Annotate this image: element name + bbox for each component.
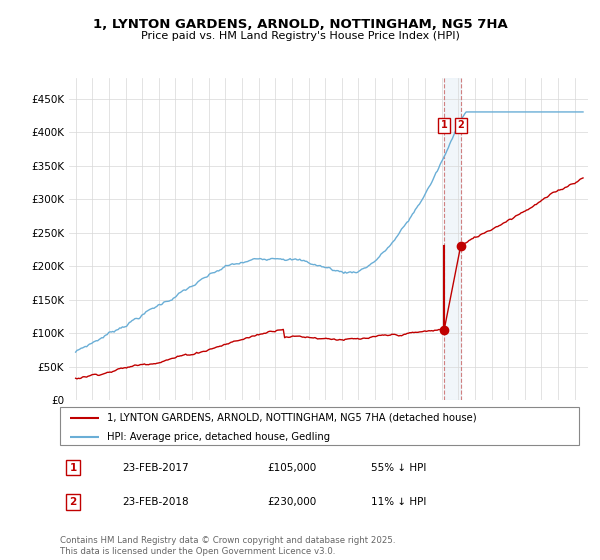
Text: 1: 1 [441,120,448,130]
Bar [444,78,461,400]
Text: 1: 1 [70,463,77,473]
Text: Price paid vs. HM Land Registry's House Price Index (HPI): Price paid vs. HM Land Registry's House … [140,31,460,41]
Text: £105,000: £105,000 [268,463,317,473]
Text: 23-FEB-2017: 23-FEB-2017 [122,463,189,473]
FancyBboxPatch shape [60,407,579,445]
Text: 11% ↓ HPI: 11% ↓ HPI [371,497,427,507]
Text: 55% ↓ HPI: 55% ↓ HPI [371,463,427,473]
Text: Contains HM Land Registry data © Crown copyright and database right 2025.
This d: Contains HM Land Registry data © Crown c… [60,536,395,556]
Text: 2: 2 [70,497,77,507]
Text: 23-FEB-2018: 23-FEB-2018 [122,497,189,507]
Text: 2: 2 [457,120,464,130]
Text: 1, LYNTON GARDENS, ARNOLD, NOTTINGHAM, NG5 7HA (detached house): 1, LYNTON GARDENS, ARNOLD, NOTTINGHAM, N… [107,413,476,423]
Text: HPI: Average price, detached house, Gedling: HPI: Average price, detached house, Gedl… [107,432,330,442]
Text: 1, LYNTON GARDENS, ARNOLD, NOTTINGHAM, NG5 7HA: 1, LYNTON GARDENS, ARNOLD, NOTTINGHAM, N… [92,18,508,31]
Text: £230,000: £230,000 [268,497,317,507]
